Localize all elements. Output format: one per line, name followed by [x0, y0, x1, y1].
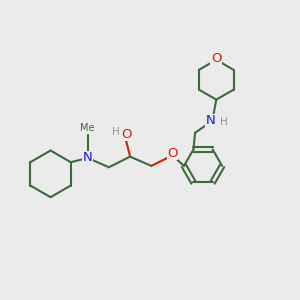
Text: O: O — [121, 128, 131, 141]
Text: H: H — [112, 127, 120, 137]
Text: O: O — [211, 52, 221, 65]
Text: N: N — [205, 114, 215, 127]
Text: O: O — [167, 147, 178, 160]
Text: N: N — [83, 152, 93, 164]
Text: Me: Me — [80, 123, 95, 133]
Text: H: H — [220, 117, 227, 127]
